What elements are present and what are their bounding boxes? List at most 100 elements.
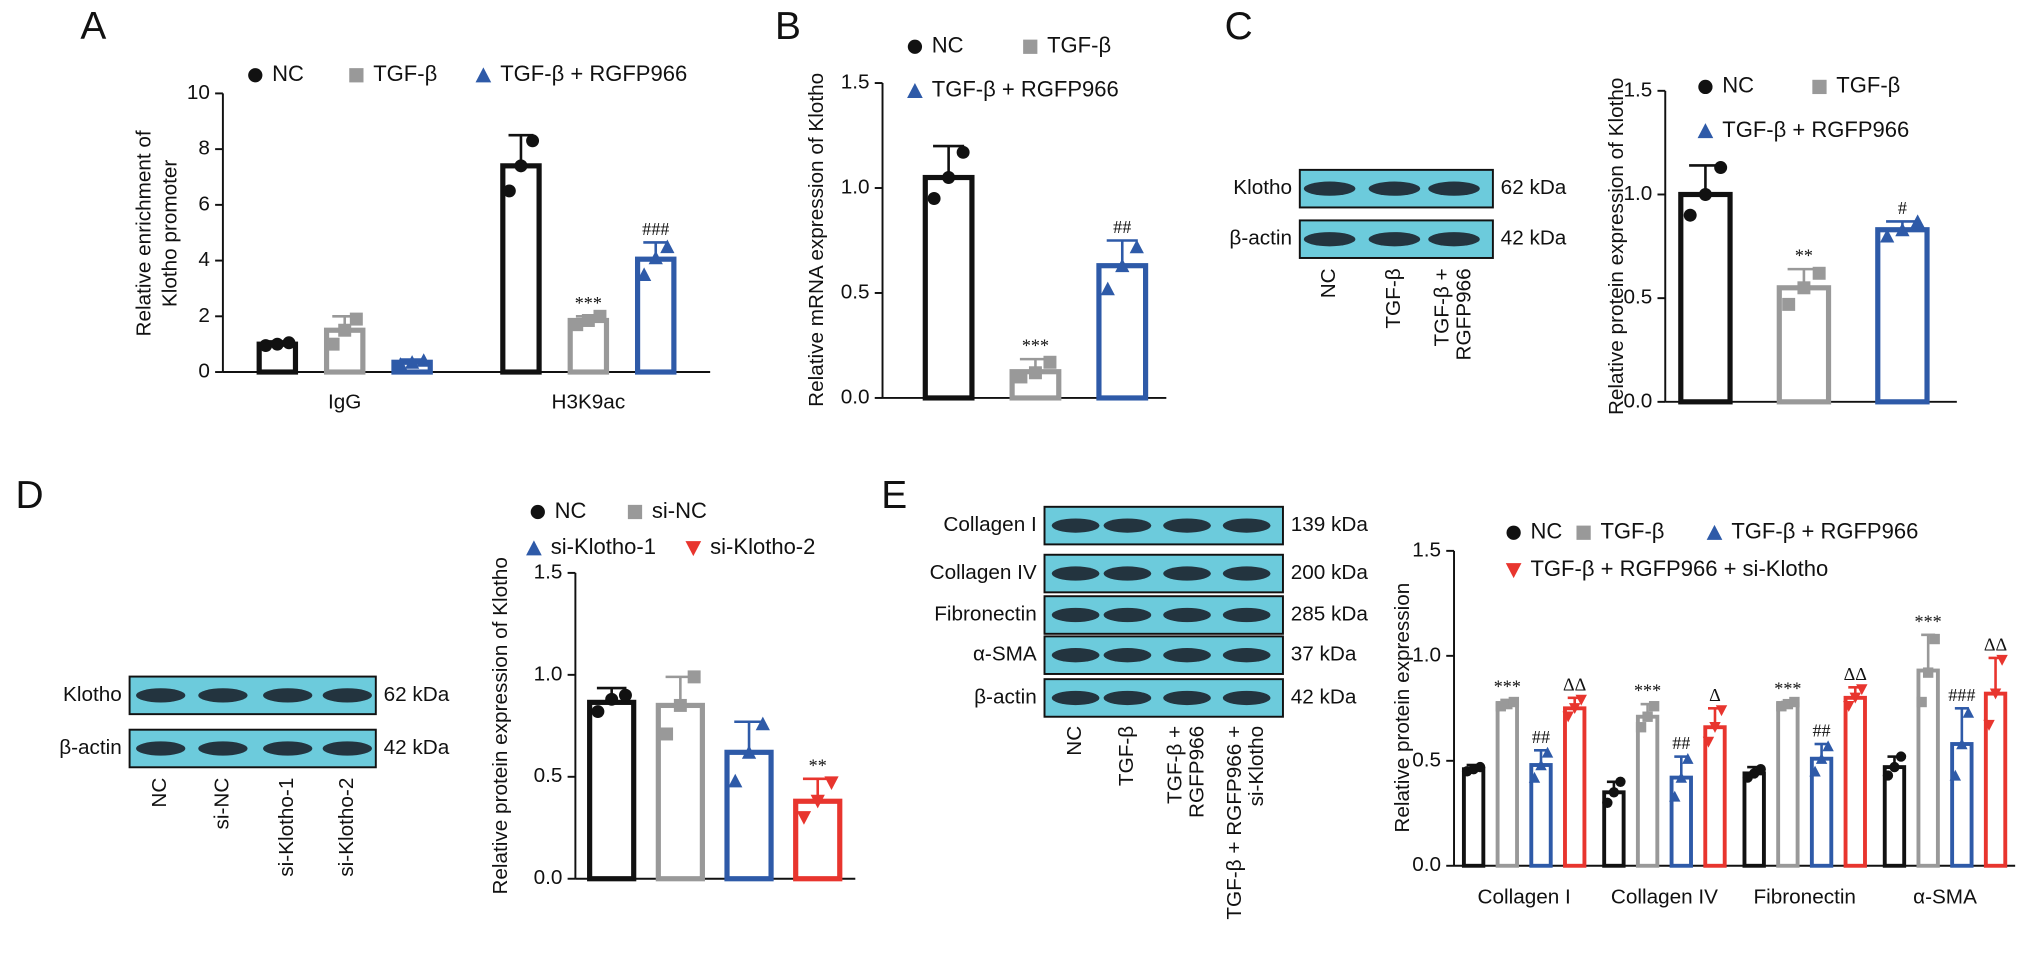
data-point (514, 159, 528, 173)
protein-label: Klotho (63, 683, 122, 706)
blot-band (1368, 232, 1421, 247)
data-point (591, 705, 605, 719)
blot-band (263, 741, 313, 756)
blot-band (1103, 607, 1152, 623)
data-point (1996, 654, 2008, 666)
blot-band (1428, 232, 1480, 247)
bar (1843, 695, 1867, 868)
size-label: 200 kDa (1291, 561, 1369, 584)
y-axis-label: Relative protein expression of Klotho (1605, 78, 1628, 415)
legend-label: TGF-β (1836, 73, 1900, 98)
panel-letter: C (1225, 5, 1253, 48)
blot-band (1051, 648, 1100, 663)
error-bar (1988, 656, 2003, 694)
y-tick-label: 1.5 (534, 560, 563, 583)
bar (1742, 771, 1766, 868)
blot-band (1222, 518, 1271, 533)
lane-label: si-NC (210, 778, 233, 830)
legend-marker (685, 541, 702, 557)
data-point (593, 309, 607, 323)
blot-band (136, 741, 186, 756)
data-point (393, 357, 408, 371)
data-point (1983, 719, 1995, 731)
data-point (755, 716, 770, 731)
data-point (1682, 753, 1694, 764)
blot-band (198, 741, 248, 756)
legend-marker (475, 67, 492, 83)
significance-label: ΔΔ (1563, 674, 1586, 694)
size-label: 42 kDa (384, 736, 450, 759)
data-point (796, 811, 812, 825)
data-point (1502, 698, 1513, 710)
blot-band (1103, 690, 1152, 706)
data-point (526, 134, 540, 148)
significance-label: ### (1948, 685, 1975, 705)
lane-label: TGF-β + RGFP966 + (1223, 726, 1246, 920)
y-tick-label: 0.5 (1412, 748, 1441, 771)
significance-label: ** (809, 755, 827, 775)
legend-marker (627, 504, 643, 520)
blot-band (1051, 518, 1100, 533)
data-point (1882, 770, 1894, 781)
lane-label: TGF-β (1382, 268, 1405, 328)
data-point (1880, 228, 1895, 243)
data-point (1989, 688, 2002, 700)
bar (1950, 742, 1974, 868)
legend-marker (526, 540, 542, 556)
data-point (636, 267, 652, 281)
blot-band (322, 688, 372, 703)
data-point (1755, 764, 1766, 775)
significance-label: *** (1915, 611, 1942, 631)
panel-letter: B (775, 5, 801, 48)
blot-band (1163, 690, 1211, 706)
legend-label: NC (555, 498, 587, 523)
significance-label: ΔΔ (1844, 664, 1867, 684)
y-tick-label: 1.0 (841, 175, 870, 198)
data-point (1602, 797, 1613, 808)
blot-band (1051, 607, 1100, 623)
significance-label: *** (1774, 679, 1801, 699)
panel-letter: A (80, 5, 106, 48)
significance-label: *** (1494, 676, 1521, 696)
lane-label: TGF-β + (1164, 726, 1187, 804)
data-point (1535, 759, 1547, 771)
data-point (1815, 753, 1828, 764)
data-point (1474, 761, 1486, 773)
y-axis-label: Klotho promoter (159, 160, 182, 308)
data-point (1608, 787, 1620, 798)
y-tick-label: 6 (198, 192, 210, 215)
data-point (660, 727, 674, 741)
x-tick-label: Fibronectin (1753, 886, 1856, 909)
legend-label: TGF-β + RGFP966 (1722, 117, 1909, 142)
data-point (648, 250, 663, 265)
legend-marker (1576, 525, 1591, 540)
blot-band (1222, 648, 1271, 663)
lane-label: TGF-β + (1430, 268, 1453, 346)
data-point (270, 337, 284, 351)
y-tick-label: 0.0 (841, 385, 870, 408)
blot-band (322, 741, 372, 756)
blot-band (1368, 181, 1421, 196)
significance-label: # (1898, 198, 1907, 218)
blot-band (1163, 607, 1211, 623)
data-point (1702, 736, 1715, 748)
x-tick-label: Collagen I (1478, 886, 1571, 909)
significance-label: ## (1113, 217, 1131, 237)
legend-marker (1812, 79, 1827, 95)
data-point (1889, 761, 1900, 773)
data-point (326, 337, 340, 351)
bar (1882, 765, 1907, 868)
data-point (1809, 765, 1821, 777)
data-point (349, 312, 363, 326)
legend-marker (1505, 563, 1522, 579)
data-point (1100, 281, 1115, 296)
data-point (259, 339, 273, 353)
y-tick-label: 1.5 (841, 71, 870, 94)
y-tick-label: 1.0 (1623, 182, 1652, 205)
blot-band (1222, 607, 1271, 623)
significance-label: *** (575, 293, 602, 313)
data-point (502, 184, 516, 198)
y-tick-label: 2 (198, 304, 210, 327)
data-point (1822, 740, 1834, 752)
